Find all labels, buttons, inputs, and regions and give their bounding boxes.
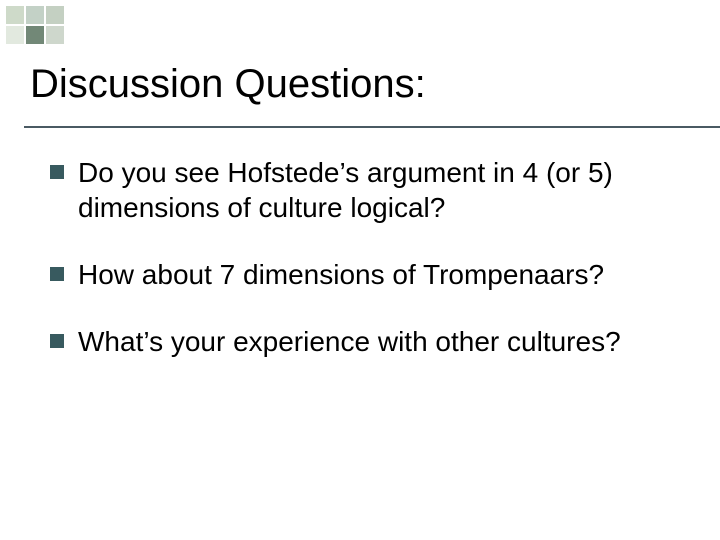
slide-title: Discussion Questions: [24,62,426,107]
deco-square [6,26,24,44]
bullet-item: What’s your experience with other cultur… [50,324,680,359]
deco-square [26,6,44,24]
bullet-text: How about 7 dimensions of Trompenaars? [78,257,604,292]
bullet-item: Do you see Hofstede’s argument in 4 (or … [50,155,680,225]
bullet-text: Do you see Hofstede’s argument in 4 (or … [78,155,680,225]
bullet-square-icon [50,165,64,179]
bullet-square-icon [50,334,64,348]
content-area: Do you see Hofstede’s argument in 4 (or … [50,155,680,391]
corner-decoration [6,6,64,44]
bullet-item: How about 7 dimensions of Trompenaars? [50,257,680,292]
bullet-text: What’s your experience with other cultur… [78,324,621,359]
deco-square [46,6,64,24]
bullet-square-icon [50,267,64,281]
deco-square [6,6,24,24]
title-bar: Discussion Questions: [24,42,720,128]
